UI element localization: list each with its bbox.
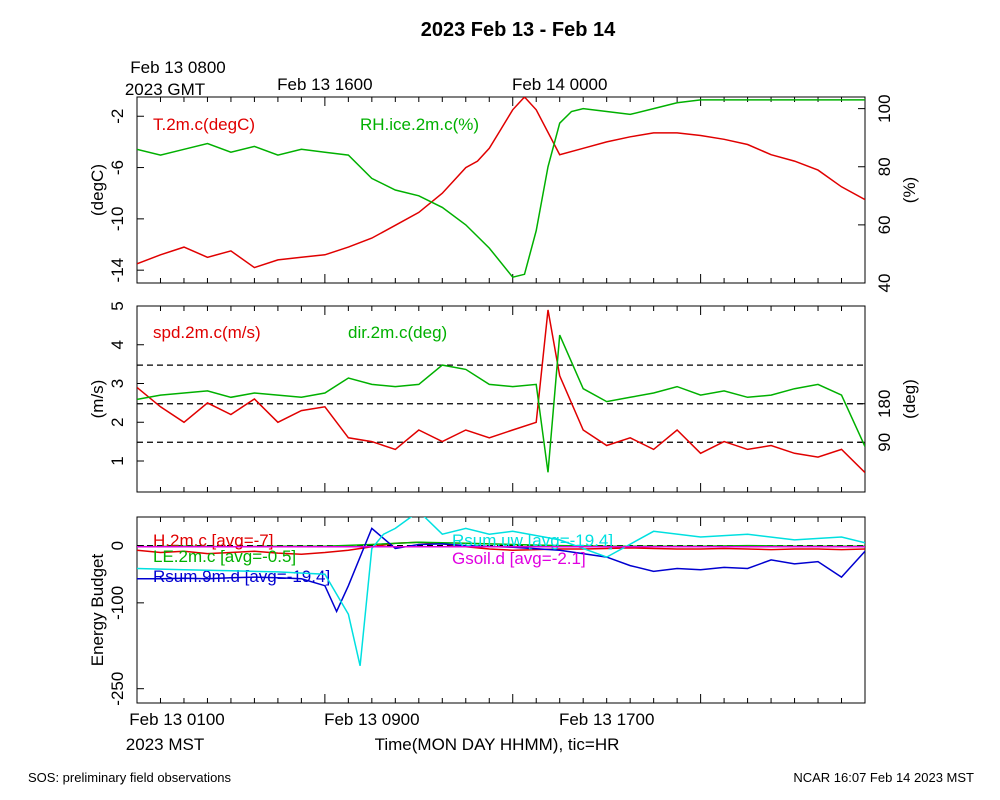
legend-entry: spd.2m.c(m/s) (153, 323, 261, 342)
mst-zone-label: 2023 MST (126, 735, 204, 754)
y-right-tick-label: 40 (875, 274, 894, 293)
gmt-tick-label: Feb 13 1600 (277, 75, 372, 94)
y-tick-label: -100 (108, 586, 127, 620)
series-line (137, 334, 865, 473)
series-line (137, 99, 865, 279)
y-right-tick-label: 60 (875, 215, 894, 234)
footer-timestamp: NCAR 16:07 Feb 14 2023 MST (793, 770, 974, 785)
wind-panel: 1 2 3 4 5 90 180 (m/s) (deg) spd.2m.c(m/s) dir.2m.… (88, 301, 919, 493)
legend-entry: Gsoil.d [avg=-2.1] (452, 549, 586, 568)
y-axis-label: (m/s) (88, 380, 107, 419)
mst-tick-label: Feb 13 0100 (129, 710, 224, 729)
y-right-axis-label: (%) (900, 177, 919, 203)
series-line (137, 517, 865, 666)
y-tick-label: 4 (108, 340, 127, 349)
y-tick-label: -14 (108, 258, 127, 283)
y-right-tick-label: 90 (875, 433, 894, 452)
y-tick-label: -10 (108, 207, 127, 232)
y-right-axis-label: (deg) (900, 379, 919, 419)
legend-entry: T.2m.c(degC) (153, 115, 255, 134)
legend-entry: RH.ice.2m.c(%) (360, 115, 479, 134)
gmt-zone-label: 2023 GMT (125, 80, 205, 99)
legend-entry: dir.2m.c(deg) (348, 323, 447, 342)
series-line (137, 541, 865, 555)
mst-tick-label: Feb 13 1700 (559, 710, 654, 729)
mst-tick-labels: Feb 13 0100 Feb 13 0900 Feb 13 1700 (129, 710, 654, 729)
legend-entry: H.2m.c [avg=-7] (153, 531, 273, 550)
x-axis-label: Time(MON DAY HHMM), tic=HR (375, 735, 620, 754)
y-tick-label: -6 (108, 160, 127, 175)
y-tick-label: -250 (108, 672, 127, 706)
mst-tick-label: Feb 13 0900 (324, 710, 419, 729)
legend-entry: LE.2m.c [avg=-0.5] (153, 547, 296, 566)
y-tick-label: 5 (108, 301, 127, 310)
y-right-tick-label: 100 (875, 94, 894, 122)
chart-title: 2023 Feb 13 - Feb 14 (421, 19, 616, 41)
y-right-tick-label: 80 (875, 157, 894, 176)
gmt-start-date: Feb 13 0800 (130, 58, 225, 77)
legend-entry: Rsum.uw [avg=-19.4] (452, 531, 613, 550)
gmt-tick-labels: Feb 13 1600 Feb 14 0000 (277, 75, 607, 94)
footer-note: SOS: preliminary field observations (28, 770, 232, 785)
y-axis-label: Energy Budget (88, 553, 107, 666)
y-tick-label: 0 (108, 541, 127, 550)
series-line (137, 309, 865, 474)
temperature-humidity-panel: -14 -10 -6 -2 40 60 80 100 (degC) (%) T.2m.c(degC)… (88, 94, 919, 292)
plot-frame (136, 96, 866, 284)
y-tick-label: 2 (108, 418, 127, 427)
plot-frame (136, 516, 866, 704)
y-tick-label: 3 (108, 379, 127, 388)
series-line (137, 97, 865, 269)
gmt-tick-label: Feb 14 0000 (512, 75, 607, 94)
y-axis-label: (degC) (88, 164, 107, 216)
y-tick-label: -2 (108, 109, 127, 124)
series-line (137, 527, 865, 614)
y-tick-label: 1 (108, 456, 127, 465)
y-right-tick-label: 180 (875, 390, 894, 418)
